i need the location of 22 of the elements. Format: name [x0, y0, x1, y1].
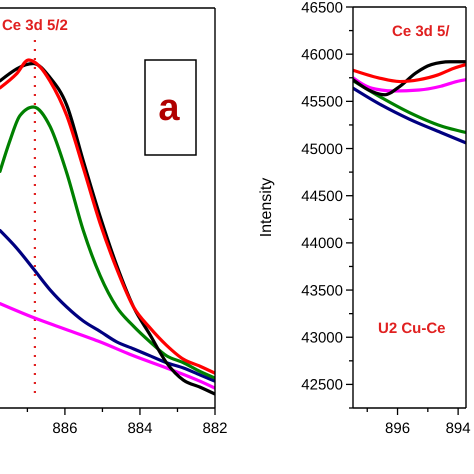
line-series	[353, 62, 466, 84]
x-tick-label: 882	[202, 420, 228, 437]
y-tick-label: 42500	[301, 376, 343, 394]
x-tick-label: 884	[127, 420, 152, 437]
line-series	[353, 76, 466, 93]
y-tick-label: 46500	[301, 0, 343, 16]
ref-line-label: Ce 3d 5/2	[2, 17, 68, 34]
y-axis-title: Intensity	[258, 178, 275, 238]
annotation: a	[158, 87, 180, 130]
x-tick-label: 896	[385, 420, 410, 437]
y-tick-label: 46000	[301, 46, 343, 64]
y-tick-label: 43000	[301, 329, 343, 346]
line-series	[353, 86, 466, 144]
annotation: U2 Cu-Ce	[378, 320, 446, 337]
y-tick-label: 45500	[301, 94, 343, 111]
y-tick-label: 44500	[301, 188, 343, 205]
y-tick-label: 43500	[301, 282, 343, 300]
annotation: Ce 3d 5/	[392, 23, 450, 40]
y-tick-label: 45000	[301, 140, 343, 158]
x-tick-label: 886	[52, 420, 78, 437]
y-tick-label: 44000	[301, 235, 343, 252]
x-tick-label: 894	[446, 420, 471, 437]
